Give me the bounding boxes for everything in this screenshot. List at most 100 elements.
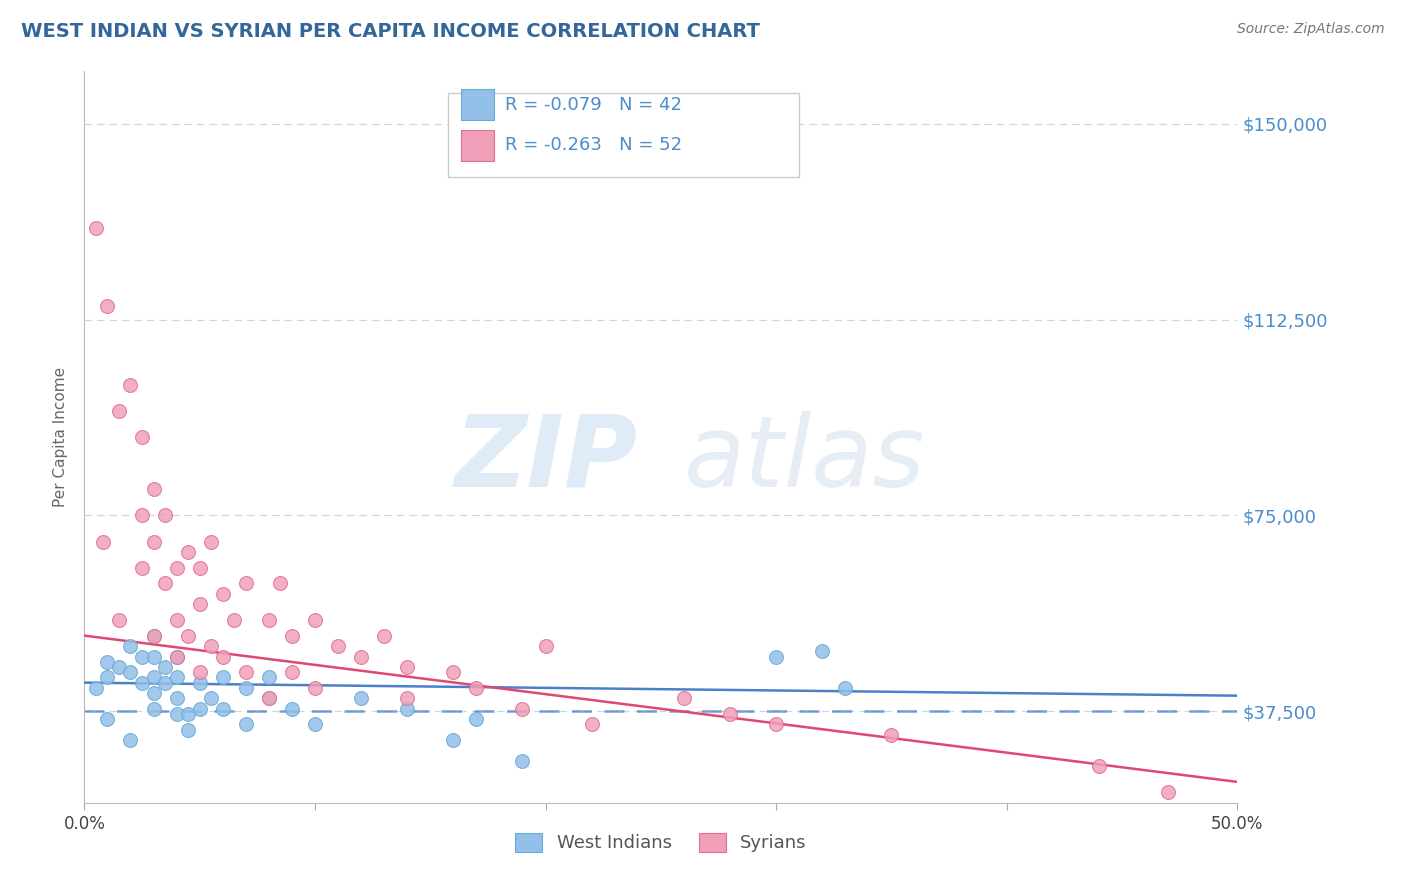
Point	[108, 404, 131, 418]
FancyBboxPatch shape	[461, 89, 494, 120]
Point	[200, 639, 222, 653]
Point	[350, 649, 373, 664]
FancyBboxPatch shape	[447, 94, 799, 178]
Point	[153, 576, 176, 591]
Point	[269, 576, 291, 591]
Point	[188, 702, 211, 716]
Point	[257, 613, 280, 627]
Point	[142, 670, 165, 684]
Point	[166, 691, 188, 706]
Point	[120, 733, 142, 747]
Point	[512, 702, 534, 716]
Point	[211, 670, 233, 684]
Point	[441, 733, 464, 747]
Point	[1157, 785, 1180, 799]
Point	[188, 597, 211, 611]
Point	[235, 681, 257, 695]
Point	[131, 675, 153, 690]
Point	[765, 717, 787, 731]
Point	[304, 613, 326, 627]
Point	[142, 629, 165, 643]
Text: R = -0.079   N = 42: R = -0.079 N = 42	[505, 95, 682, 114]
Point	[108, 613, 131, 627]
Point	[211, 587, 233, 601]
Point	[281, 629, 304, 643]
Point	[142, 534, 165, 549]
Point	[188, 675, 211, 690]
Point	[235, 717, 257, 731]
Point	[108, 660, 131, 674]
Point	[811, 644, 834, 658]
Point	[96, 712, 118, 726]
Point	[120, 665, 142, 680]
Point	[120, 639, 142, 653]
Point	[188, 665, 211, 680]
Point	[84, 681, 107, 695]
Text: atlas: atlas	[683, 410, 925, 508]
Point	[512, 754, 534, 768]
Point	[304, 681, 326, 695]
Text: Source: ZipAtlas.com: Source: ZipAtlas.com	[1237, 22, 1385, 37]
Point	[166, 670, 188, 684]
Point	[396, 660, 419, 674]
Point	[326, 639, 349, 653]
Point	[153, 508, 176, 523]
Point	[166, 560, 188, 574]
Point	[224, 613, 246, 627]
Point	[142, 629, 165, 643]
Point	[131, 560, 153, 574]
Point	[257, 691, 280, 706]
Point	[142, 702, 165, 716]
Point	[235, 576, 257, 591]
Point	[281, 665, 304, 680]
Point	[166, 613, 188, 627]
Point	[177, 706, 200, 721]
Point	[200, 534, 222, 549]
Point	[880, 728, 903, 742]
Point	[834, 681, 856, 695]
Point	[120, 377, 142, 392]
Point	[304, 717, 326, 731]
Point	[142, 483, 165, 497]
Point	[765, 649, 787, 664]
Point	[91, 534, 114, 549]
Text: R = -0.263   N = 52: R = -0.263 N = 52	[505, 136, 682, 154]
Point	[153, 675, 176, 690]
FancyBboxPatch shape	[461, 130, 494, 161]
Point	[373, 629, 395, 643]
Point	[96, 655, 118, 669]
Point	[166, 649, 188, 664]
Point	[166, 706, 188, 721]
Point	[281, 702, 304, 716]
Point	[153, 660, 176, 674]
Point	[188, 560, 211, 574]
Point	[142, 686, 165, 700]
Point	[200, 691, 222, 706]
Point	[131, 508, 153, 523]
Point	[1088, 759, 1111, 773]
Point	[465, 712, 488, 726]
Point	[96, 670, 118, 684]
Point	[131, 649, 153, 664]
Point	[257, 670, 280, 684]
Legend: West Indians, Syrians: West Indians, Syrians	[508, 826, 814, 860]
Text: WEST INDIAN VS SYRIAN PER CAPITA INCOME CORRELATION CHART: WEST INDIAN VS SYRIAN PER CAPITA INCOME …	[21, 22, 761, 41]
Point	[177, 629, 200, 643]
Point	[396, 702, 419, 716]
Point	[581, 717, 603, 731]
Point	[131, 430, 153, 444]
Point	[718, 706, 741, 721]
Point	[396, 691, 419, 706]
Point	[465, 681, 488, 695]
Point	[235, 665, 257, 680]
Point	[142, 649, 165, 664]
Point	[166, 649, 188, 664]
Text: ZIP: ZIP	[454, 410, 638, 508]
Point	[211, 702, 233, 716]
Point	[177, 723, 200, 737]
Y-axis label: Per Capita Income: Per Capita Income	[53, 367, 69, 508]
Point	[96, 300, 118, 314]
Point	[257, 691, 280, 706]
Point	[211, 649, 233, 664]
Point	[441, 665, 464, 680]
